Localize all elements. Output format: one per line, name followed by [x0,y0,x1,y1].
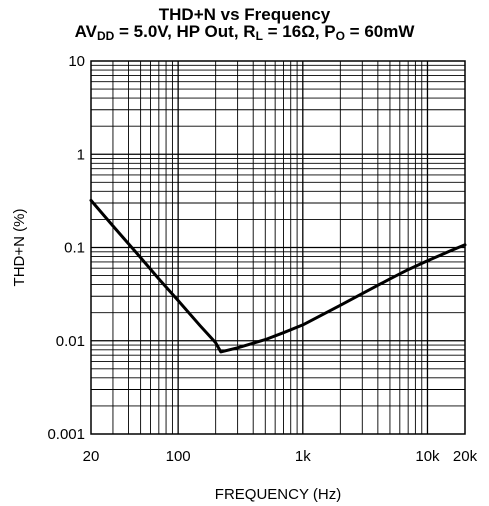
grid-lines [91,61,465,434]
subtitle-av: AV [74,22,97,41]
y-tick-label: 0.01 [56,333,85,350]
x-tick-label: 20 [83,448,100,465]
y-tick-label: 1 [77,146,85,163]
y-tick-label: 10 [68,53,85,70]
subtitle-mid: = 5.0V, HP Out, R [114,22,256,41]
subtitle-tail: = 60mW [344,22,415,41]
subtitle-mid2: = 16Ω, P [262,22,336,41]
x-axis-label: FREQUENCY (Hz) [215,486,341,503]
x-tick-label: 100 [166,448,191,465]
chart-subtitle: AVDD = 5.0V, HP Out, RL = 16Ω, PO = 60mW [0,22,489,43]
x-tick-label: 1k [295,448,311,465]
x-tick-label: 20k [453,448,478,465]
y-tick-label: 0.1 [64,240,85,257]
x-tick-label: 10k [415,448,440,465]
y-tick-label: 0.001 [47,426,85,443]
series-group [89,198,467,354]
plot-frame [90,60,466,435]
subtitle-rl-subscript: L [255,29,263,43]
y-axis-label: THD+N (%) [11,209,28,287]
tick-labels: 20 100 1k 10k 20k 10 1 0.1 0.01 0.001 [47,53,477,465]
subtitle-av-subscript: DD [96,29,115,43]
subtitle-po-subscript: O [335,29,345,43]
series-line-1 [89,198,467,354]
chart-title: THD+N vs Frequency [158,5,331,24]
